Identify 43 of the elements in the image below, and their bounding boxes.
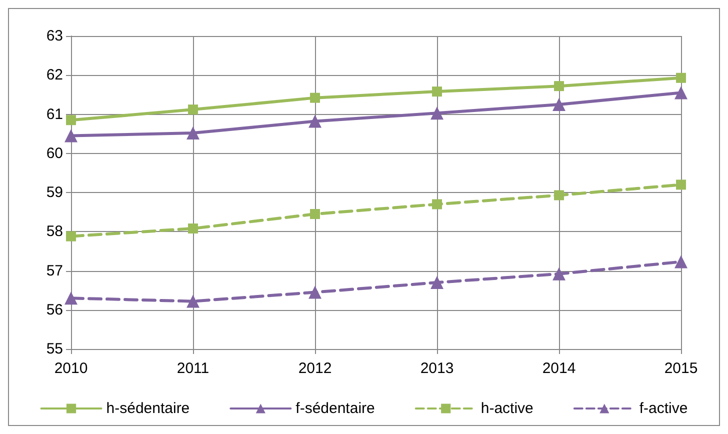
legend-label: h-active bbox=[480, 400, 534, 417]
point bbox=[66, 231, 76, 242]
point bbox=[66, 115, 76, 126]
legend-label: h-sédentaire bbox=[106, 400, 190, 417]
x-tick-label: 2011 bbox=[176, 360, 210, 377]
point bbox=[310, 92, 320, 103]
legend-label: f-sédentaire bbox=[296, 400, 375, 417]
x-tick-label: 2015 bbox=[664, 360, 698, 377]
y-tick-label: 60 bbox=[46, 144, 63, 162]
point bbox=[552, 267, 566, 280]
point bbox=[430, 106, 444, 120]
point bbox=[308, 286, 322, 299]
point bbox=[188, 223, 198, 234]
point bbox=[310, 209, 320, 220]
y-tick-label: 63 bbox=[46, 28, 63, 44]
y-tick-label: 56 bbox=[46, 301, 63, 318]
legend-label: f-active bbox=[639, 400, 688, 417]
y-tick-label: 61 bbox=[46, 106, 63, 123]
point bbox=[430, 276, 444, 289]
point bbox=[676, 72, 686, 83]
y-tick-label: 58 bbox=[46, 223, 63, 240]
point bbox=[432, 199, 442, 210]
point bbox=[554, 81, 564, 92]
point bbox=[674, 255, 688, 268]
point bbox=[186, 294, 200, 308]
point bbox=[674, 86, 688, 100]
point bbox=[554, 190, 564, 200]
point bbox=[188, 104, 198, 115]
point bbox=[308, 114, 322, 128]
y-tick-label: 57 bbox=[46, 262, 63, 280]
point bbox=[552, 98, 566, 111]
point bbox=[186, 126, 200, 140]
y-tick-label: 62 bbox=[46, 66, 63, 84]
x-tick-label: 2012 bbox=[298, 360, 332, 377]
y-tick-label: 55 bbox=[46, 340, 63, 358]
x-tick-label: 2014 bbox=[542, 360, 576, 377]
x-tick-label: 2013 bbox=[420, 360, 454, 377]
y-tick-label: 59 bbox=[46, 184, 63, 201]
x-tick-label: 2010 bbox=[54, 360, 88, 377]
point bbox=[64, 129, 78, 142]
point bbox=[676, 180, 686, 190]
point bbox=[432, 86, 442, 97]
point bbox=[64, 292, 78, 305]
